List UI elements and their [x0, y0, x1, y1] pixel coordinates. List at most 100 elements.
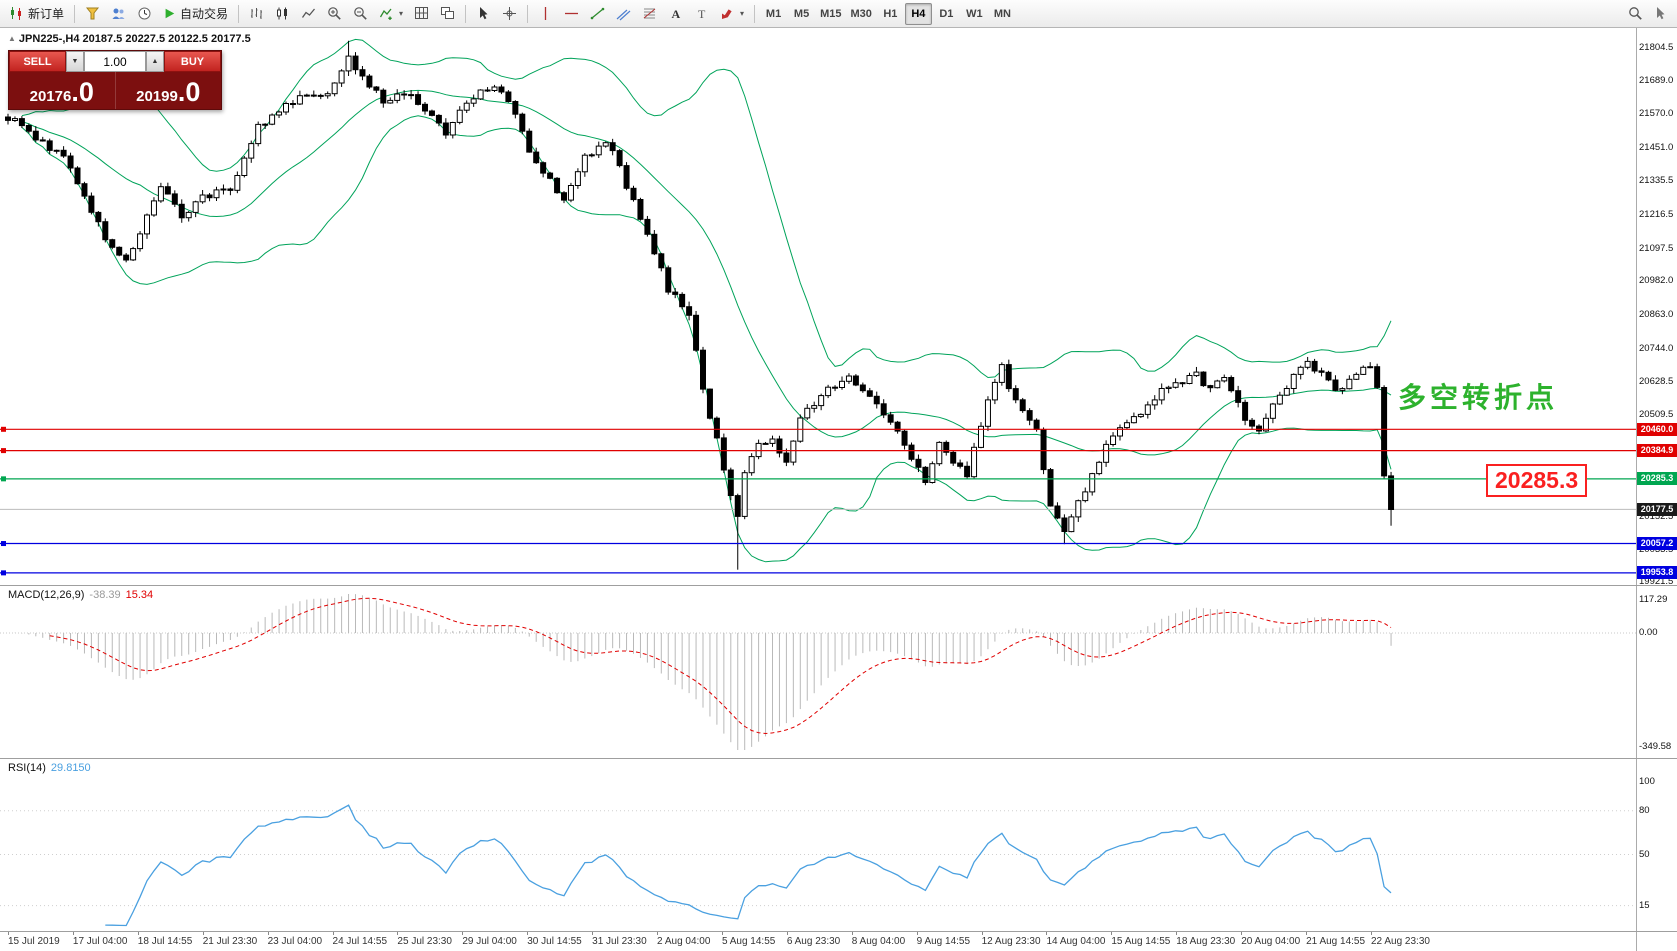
- price-box-annotation[interactable]: 20285.3: [1486, 464, 1588, 497]
- timeframe-m15-button[interactable]: M15: [816, 3, 845, 25]
- play-icon: [165, 8, 175, 19]
- channel-tool-button[interactable]: [611, 3, 636, 25]
- volume-input[interactable]: 1.00: [84, 51, 146, 72]
- time-tick: [1176, 932, 1178, 935]
- arrow-shape-icon: [722, 9, 732, 19]
- time-tick: [72, 932, 74, 935]
- rsi-axis-label: 100: [1639, 775, 1655, 787]
- rsi-panel[interactable]: RSI(14) 29.8150 100 80 50 15: [0, 758, 1677, 931]
- price-axis[interactable]: 21804.5 21689.0 21570.0 21451.0 21335.5 21216…: [1636, 28, 1677, 585]
- macd-panel[interactable]: MACD(12,26,9) -38.39 15.34 117.29 0.00 -349.…: [0, 585, 1677, 758]
- indicators-button[interactable]: ▾: [374, 3, 408, 25]
- buy-price-big: .0: [177, 77, 201, 107]
- turning-point-annotation[interactable]: 多空转折点: [1398, 382, 1559, 413]
- buy-price[interactable]: 20199.0: [114, 72, 222, 109]
- hline-tool-button[interactable]: [559, 3, 584, 25]
- new-order-button[interactable]: 新订单: [4, 3, 69, 25]
- timeframe-m30-button[interactable]: M30: [846, 3, 875, 25]
- price-chart-canvas[interactable]: [0, 28, 1637, 585]
- timeframe-h1-button[interactable]: H1: [877, 3, 904, 25]
- time-axis-label: 30 Jul 14:55: [527, 936, 582, 947]
- price-tag: 20177.5: [1637, 502, 1677, 516]
- buy-button[interactable]: BUY: [164, 51, 221, 72]
- crosshair-button[interactable]: [497, 3, 522, 25]
- fibonacci-tool-button[interactable]: [637, 3, 662, 25]
- market-watch-button[interactable]: [132, 3, 157, 25]
- grid-button[interactable]: [409, 3, 434, 25]
- rsi-axis-label: 15: [1639, 899, 1650, 911]
- pointer-button[interactable]: [1648, 3, 1673, 25]
- arrows-tool-button[interactable]: ▾: [715, 3, 749, 25]
- bar-chart-icon: [251, 8, 263, 19]
- funnel-icon: [85, 7, 100, 20]
- price-axis-label: 21335.5: [1639, 175, 1674, 186]
- vline-tool-button[interactable]: [533, 3, 558, 25]
- volume-decrease-button[interactable]: ▼: [66, 51, 84, 72]
- rsi-canvas[interactable]: [0, 759, 1637, 931]
- chart-title: ▲ JPN225-,H4 20187.5 20227.5 20122.5 2017…: [8, 33, 251, 45]
- time-tick: [721, 932, 723, 935]
- timeframe-w1-button[interactable]: W1: [961, 3, 988, 25]
- timeframe-mn-button[interactable]: MN: [989, 3, 1016, 25]
- horizontal-line-icon: [565, 12, 579, 15]
- volume-increase-button[interactable]: ▲: [146, 51, 164, 72]
- sell-price[interactable]: 20176.0: [9, 72, 115, 109]
- macd-axis[interactable]: 117.29 0.00 -349.58: [1636, 586, 1677, 758]
- search-button[interactable]: [1623, 3, 1648, 25]
- price-axis-label: 21216.5: [1639, 208, 1674, 220]
- time-tick: [397, 932, 399, 935]
- line-chart-icon: [301, 8, 316, 18]
- macd-axis-label: -349.58: [1639, 741, 1672, 752]
- chart-line-button[interactable]: [296, 3, 321, 25]
- candles-layer: [5, 40, 1395, 570]
- zoom-out-button[interactable]: [348, 3, 373, 25]
- new-order-label: 新订单: [28, 7, 65, 21]
- rsi-axis[interactable]: 100 80 50 15: [1636, 759, 1677, 931]
- autotrading-button[interactable]: 自动交易: [158, 3, 233, 25]
- profiles-icon: [112, 8, 125, 19]
- candlestick-icon: [277, 7, 288, 20]
- time-axis-label: 15 Aug 14:55: [1111, 936, 1171, 947]
- cursor-icon: [480, 7, 488, 20]
- macd-histogram-layer: [14, 594, 1392, 750]
- svg-text:A: A: [672, 7, 681, 21]
- fibonacci-icon: [643, 8, 656, 19]
- label-tool-button[interactable]: T: [689, 3, 714, 25]
- timeframe-d1-button[interactable]: D1: [933, 3, 960, 25]
- timeframe-m1-button[interactable]: M1: [760, 3, 787, 25]
- time-axis-corner: [1636, 932, 1677, 951]
- pointer-icon: [1657, 7, 1665, 20]
- macd-label: MACD(12,26,9) -38.39 15.34: [8, 589, 158, 601]
- cursor-button[interactable]: [471, 3, 496, 25]
- text-tool-button[interactable]: A: [663, 3, 688, 25]
- zoom-in-button[interactable]: [322, 3, 347, 25]
- time-tick: [916, 932, 918, 935]
- macd-value-signal: 15.34: [125, 589, 154, 601]
- price-tag: 19953.8: [1637, 566, 1677, 580]
- timeframe-m5-button[interactable]: M5: [788, 3, 815, 25]
- time-axis-label: 25 Jul 23:30: [397, 936, 452, 947]
- price-axis-label: 21804.5: [1639, 41, 1674, 53]
- time-axis[interactable]: 15 Jul 2019 17 Jul 04:00 18 Jul 14:55 21 Ju…: [0, 931, 1677, 951]
- tile-windows-button[interactable]: [435, 3, 460, 25]
- timeframe-h4-button[interactable]: H4: [904, 2, 932, 25]
- time-axis-label: 5 Aug 14:55: [721, 936, 776, 947]
- profiles-button[interactable]: [106, 3, 131, 25]
- chart-bars-button[interactable]: [244, 3, 269, 25]
- macd-canvas[interactable]: [0, 586, 1637, 758]
- time-tick: [981, 932, 983, 935]
- time-axis-label: 18 Aug 23:30: [1176, 936, 1236, 947]
- price-axis-label: 20509.5: [1639, 409, 1674, 421]
- price-chart-panel[interactable]: ▲ JPN225-,H4 20187.5 20227.5 20122.5 2017…: [0, 28, 1677, 585]
- chart-candles-button[interactable]: [270, 3, 295, 25]
- new-chart-button[interactable]: [80, 3, 105, 25]
- trendline-tool-button[interactable]: [585, 3, 610, 25]
- sell-button[interactable]: SELL: [9, 51, 66, 72]
- time-tick: [137, 932, 139, 935]
- time-tick: [202, 932, 204, 935]
- one-click-trading-panel: SELL ▼ 1.00 ▲ BUY 20176.0 20199.0: [8, 50, 222, 110]
- time-tick: [527, 932, 529, 935]
- price-axis-label: 21570.0: [1639, 108, 1674, 120]
- clock-icon: [138, 7, 151, 20]
